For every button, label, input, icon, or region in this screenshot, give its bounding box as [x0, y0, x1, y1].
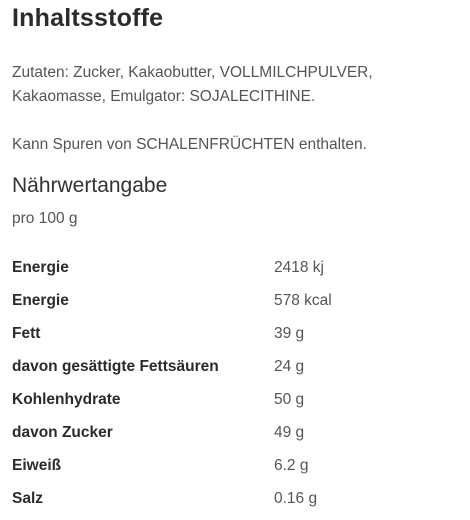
nutrition-per-unit: pro 100 g: [12, 210, 78, 227]
table-row: Salz 0.16 g: [12, 482, 332, 515]
nutrient-value: 6.2 g: [274, 456, 309, 474]
table-row: davon Zucker 49 g: [12, 416, 332, 449]
nutrient-name: davon gesättigte Fettsäuren: [12, 357, 219, 375]
nutrient-value: 578 kcal: [274, 291, 332, 309]
nutrient-value: 49 g: [274, 423, 305, 441]
nutrient-name: Salz: [12, 489, 44, 507]
table-row: Eiweiß 6.2 g: [12, 449, 332, 482]
nutrient-name: davon Zucker: [12, 423, 113, 441]
nutrient-name: Fett: [12, 324, 41, 342]
table-row: Kohlenhydrate 50 g: [12, 383, 332, 416]
nutrient-value: 50 g: [274, 390, 305, 408]
nutrient-value: 24 g: [274, 357, 305, 375]
allergy-note: Kann Spuren von SCHALENFRÜCHTEN enthalte…: [12, 136, 367, 153]
ingredients-text: Zutaten: Zucker, Kakaobutter, VOLLMILCHP…: [12, 64, 373, 105]
table-row: Fett 39 g: [12, 317, 332, 350]
table-row: Energie 578 kcal: [12, 284, 332, 317]
ingredients-heading: Inhaltsstoffe: [12, 4, 164, 32]
table-row: Energie 2418 kj: [12, 251, 332, 284]
nutrient-name: Eiweiß: [12, 456, 62, 474]
nutrient-name: Energie: [12, 258, 69, 276]
nutrient-value: 2418 kj: [274, 258, 324, 276]
nutrition-heading: Nährwertangabe: [12, 174, 168, 197]
nutrient-value: 0.16 g: [274, 489, 318, 507]
nutrient-value: 39 g: [274, 324, 305, 342]
nutrient-name: Energie: [12, 291, 69, 309]
table-row: davon gesättigte Fettsäuren 24 g: [12, 350, 332, 383]
nutrition-table: Energie 2418 kj Energie 578 kcal Fett 39…: [12, 251, 332, 515]
nutrient-name: Kohlenhydrate: [12, 390, 121, 408]
